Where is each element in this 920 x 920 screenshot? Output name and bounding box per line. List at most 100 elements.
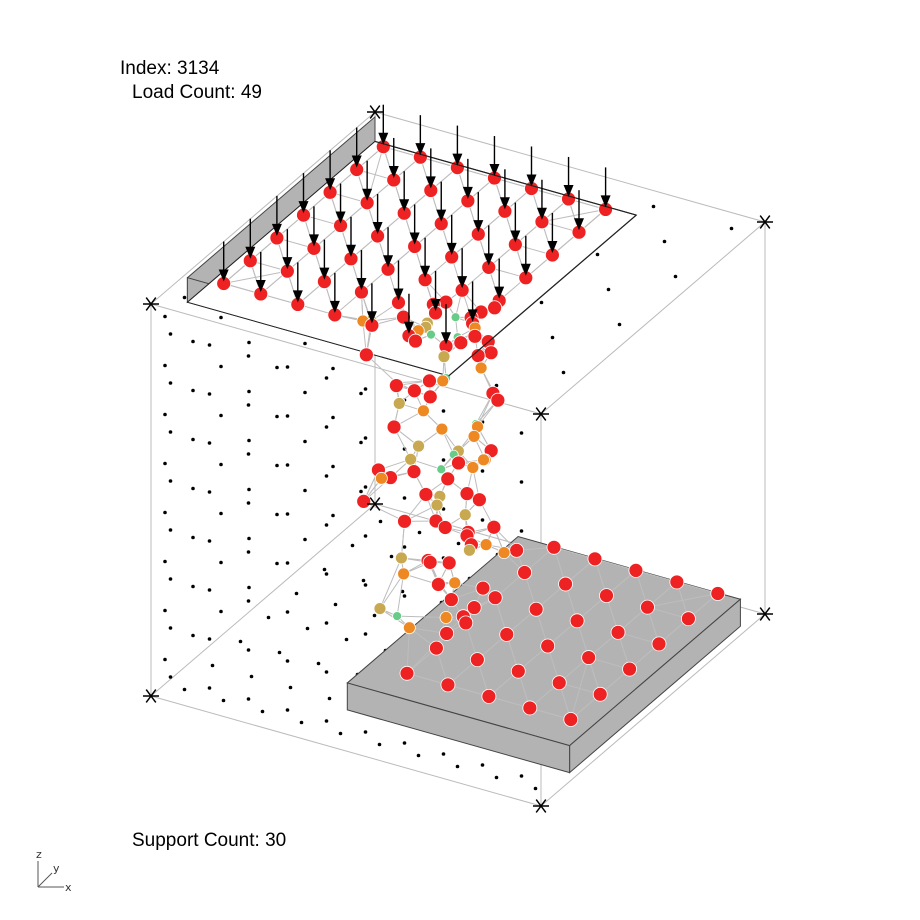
- support-plate-side: [346, 682, 571, 774]
- load-arrow-head: [457, 276, 468, 289]
- load-arrow-head: [520, 263, 531, 276]
- load-arrow-head: [547, 241, 558, 253]
- grid-point: [219, 511, 223, 516]
- load-arrow-head: [473, 220, 484, 233]
- node: [392, 397, 406, 410]
- node: [610, 624, 626, 640]
- load-arrow-head: [255, 279, 266, 292]
- grid-point: [359, 440, 363, 445]
- load-arrow-head: [452, 153, 463, 166]
- grid-point: [163, 363, 167, 368]
- grid-point: [168, 332, 173, 336]
- truss-member: [406, 627, 410, 674]
- truss-member: [406, 633, 447, 674]
- node: [546, 539, 562, 555]
- grid-point: [168, 381, 173, 385]
- grid-point: [377, 742, 382, 747]
- node: [487, 300, 502, 316]
- node: [440, 471, 456, 487]
- grid-point: [338, 731, 343, 736]
- grid-point: [219, 364, 223, 369]
- node: [458, 508, 472, 522]
- grid-point: [480, 469, 485, 473]
- load-arrow-head: [489, 164, 500, 177]
- load-arrow-head: [282, 257, 293, 270]
- box-edge: [150, 303, 542, 415]
- node: [475, 580, 491, 596]
- grid-point: [246, 403, 251, 407]
- node: [418, 487, 434, 502]
- load-arrow-head: [403, 321, 414, 334]
- load-arrow-head: [319, 267, 330, 280]
- node: [477, 453, 490, 467]
- load-arrow-head: [446, 242, 457, 255]
- grid-point: [441, 752, 446, 756]
- grid-point: [324, 425, 329, 429]
- grid-point: [168, 626, 173, 630]
- grid-point: [324, 474, 329, 478]
- load-arrow-head: [436, 209, 447, 222]
- grid-point: [163, 461, 167, 466]
- grid-point: [277, 650, 282, 655]
- structural-nodes: [216, 139, 726, 727]
- node: [499, 627, 515, 642]
- grid-point: [219, 462, 223, 467]
- box-edge: [540, 221, 766, 415]
- grid-point: [275, 561, 279, 566]
- truss-member: [397, 615, 447, 619]
- node: [486, 519, 502, 535]
- node: [551, 675, 567, 691]
- load-arrow-head: [467, 309, 478, 322]
- grid-point: [595, 252, 600, 257]
- grid-point: [294, 591, 299, 596]
- grid-point: [303, 439, 307, 444]
- grid-point: [247, 389, 251, 394]
- load-arrow-head: [399, 199, 410, 212]
- grid-point: [207, 441, 212, 445]
- node: [710, 586, 726, 601]
- y-axis-line: [37, 872, 53, 888]
- grid-point: [207, 539, 212, 543]
- grid-point: [285, 414, 290, 418]
- support-count-label: Support Count:: [132, 830, 260, 851]
- load-arrow-head: [441, 332, 451, 345]
- corner-marker-icon: [533, 799, 549, 813]
- box-edge: [150, 695, 542, 807]
- grid-point: [207, 637, 212, 641]
- grid-point: [533, 786, 538, 791]
- z-axis-label: z: [36, 848, 42, 861]
- marker-stroke: [369, 497, 381, 511]
- node: [437, 520, 453, 535]
- grid-point: [191, 535, 195, 540]
- load-arrow-head: [378, 132, 389, 145]
- load-plate-edge: [374, 140, 637, 216]
- grid-point: [327, 696, 332, 701]
- load-arrow-head: [600, 195, 611, 208]
- grid-point: [303, 341, 307, 346]
- node: [510, 663, 526, 679]
- node: [430, 577, 446, 592]
- grid-point: [372, 613, 377, 618]
- load-arrow-head: [346, 244, 356, 257]
- load-arrow-head: [362, 188, 373, 201]
- node: [563, 712, 579, 727]
- load-arrow-head: [494, 286, 505, 299]
- grid-point: [305, 626, 310, 631]
- grid-point: [168, 479, 173, 483]
- plates-front: [374, 140, 637, 377]
- node: [435, 422, 449, 436]
- node: [458, 615, 474, 631]
- index-label: Index:: [120, 58, 172, 79]
- node: [483, 345, 499, 361]
- load-count-label: Load Count:: [132, 82, 236, 103]
- node: [592, 686, 608, 702]
- grid-point: [417, 530, 422, 535]
- node: [669, 574, 685, 590]
- node: [406, 464, 422, 480]
- grid-point: [221, 698, 226, 703]
- load-arrow-head: [563, 184, 574, 197]
- load-arrow-head: [308, 234, 319, 247]
- grid-point: [331, 415, 335, 420]
- grid-point: [285, 659, 290, 663]
